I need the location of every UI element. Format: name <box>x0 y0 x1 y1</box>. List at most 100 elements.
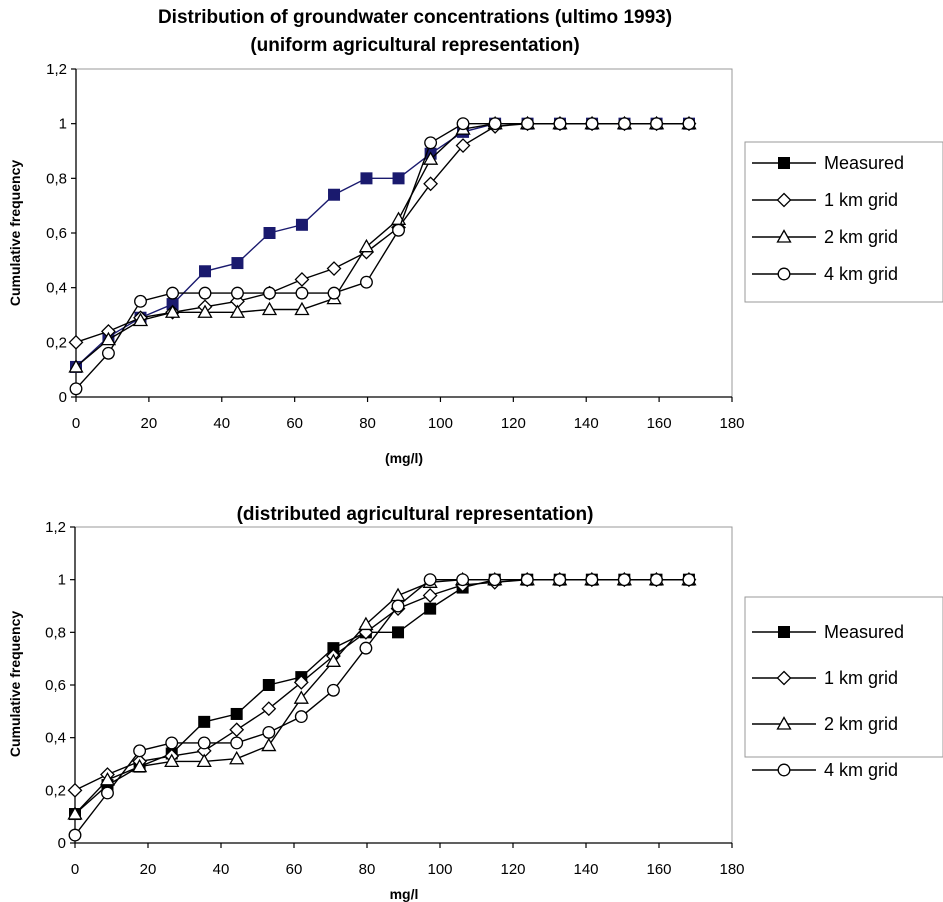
data-point <box>294 272 310 287</box>
y-tick-label: 0 <box>59 389 67 406</box>
data-point <box>650 117 664 131</box>
x-tick-label: 160 <box>647 415 672 432</box>
x-tick-label: 180 <box>719 861 744 878</box>
series-line <box>74 579 689 836</box>
x-tick-label: 120 <box>500 861 525 878</box>
x-tick-label: 80 <box>359 415 376 432</box>
chart-1-title: Distribution of groundwater concentratio… <box>158 7 672 28</box>
legend-label: Measured <box>824 622 904 642</box>
series-line <box>75 122 689 368</box>
data-point <box>197 736 211 750</box>
data-point <box>166 286 180 300</box>
x-tick-label: 20 <box>140 861 157 878</box>
data-point <box>101 346 115 360</box>
legend-label: 2 km grid <box>824 714 898 734</box>
data-point <box>423 176 439 192</box>
chart-1-legend-items: Measured 1 km grid 2 km grid 4 km grid <box>752 153 904 284</box>
data-point <box>230 286 244 300</box>
data-point <box>263 227 276 239</box>
series-measured <box>70 117 695 373</box>
data-point <box>392 626 405 639</box>
chart-1-series-layer <box>68 115 697 396</box>
data-point <box>585 573 599 587</box>
data-point <box>229 304 246 318</box>
data-point <box>295 218 308 231</box>
data-point <box>390 587 406 602</box>
data-point <box>455 138 471 153</box>
data-point <box>328 188 341 201</box>
data-point <box>262 725 276 739</box>
data-point <box>553 573 567 587</box>
data-point <box>101 786 114 800</box>
chart-2-x-axis-label: mg/l <box>390 886 419 902</box>
data-point <box>67 782 83 798</box>
chart-2: (distributed agricultural representation… <box>7 504 943 902</box>
chart-2-legend: Measured 1 km grid 2 km grid 4 km grid <box>744 596 943 780</box>
data-point <box>358 238 375 253</box>
y-tick-label: 1,2 <box>46 61 67 78</box>
data-point <box>230 707 243 720</box>
legend-label: 1 km grid <box>824 190 898 210</box>
data-point <box>261 737 277 752</box>
y-tick-label: 0,2 <box>45 782 66 799</box>
data-point <box>359 641 373 655</box>
data-point <box>164 753 180 768</box>
data-point <box>456 117 470 131</box>
data-point <box>682 117 696 131</box>
data-point <box>424 136 438 150</box>
legend-label: 4 km grid <box>824 760 898 780</box>
x-tick-label: 0 <box>72 415 80 432</box>
data-point <box>456 573 470 587</box>
x-tick-label: 140 <box>574 415 599 432</box>
legend-label: Measured <box>824 153 904 173</box>
series-measured <box>69 573 695 821</box>
series-line <box>75 122 689 390</box>
legend-marker <box>776 670 792 686</box>
x-tick-label: 20 <box>141 415 158 432</box>
data-point <box>553 117 567 131</box>
data-point <box>67 806 83 820</box>
legend-marker <box>776 716 792 730</box>
y-tick-label: 0 <box>58 835 66 852</box>
data-point <box>392 223 405 237</box>
data-point <box>618 117 631 131</box>
chart-1: Distribution of groundwater concentratio… <box>7 7 943 466</box>
series-2-km-grid <box>68 115 697 373</box>
data-point <box>198 286 212 300</box>
data-point <box>164 304 181 318</box>
data-point <box>263 286 276 300</box>
data-point <box>68 334 84 350</box>
data-point <box>134 294 147 308</box>
x-tick-label: 60 <box>286 861 303 878</box>
legend-label: 2 km grid <box>824 227 898 247</box>
legend-marker <box>777 267 791 281</box>
data-point <box>99 771 116 786</box>
data-point <box>261 701 277 717</box>
x-tick-label: 180 <box>719 415 744 432</box>
legend-item: 2 km grid <box>752 714 898 734</box>
x-tick-label: 40 <box>213 415 230 432</box>
legend-marker <box>778 157 790 169</box>
legend-item: 1 km grid <box>752 668 898 688</box>
data-point <box>521 117 534 131</box>
data-point <box>294 301 310 316</box>
data-point <box>488 117 502 131</box>
data-point <box>261 301 278 316</box>
data-point <box>423 573 437 587</box>
data-point <box>69 382 83 396</box>
data-point <box>198 715 211 728</box>
data-point <box>649 573 663 587</box>
series-2-km-grid <box>67 571 697 820</box>
data-point <box>100 331 117 346</box>
series-line <box>74 579 689 815</box>
chart-2-legend-items: Measured 1 km grid 2 km grid 4 km grid <box>752 622 904 780</box>
chart-2-axes <box>70 526 733 848</box>
chart-1-legend: Measured 1 km grid 2 km grid 4 km grid <box>744 141 943 303</box>
series-line <box>74 579 689 815</box>
x-tick-label: 160 <box>646 861 671 878</box>
chart-1-tick-labels: 0 20 40 60 80 100 120 140 160 180 0 0,2 0,4 0,6 0,8 1 1,… <box>46 61 744 432</box>
x-tick-label: 40 <box>213 861 230 878</box>
data-point <box>68 359 84 373</box>
data-point <box>131 758 148 773</box>
data-point <box>360 172 373 185</box>
